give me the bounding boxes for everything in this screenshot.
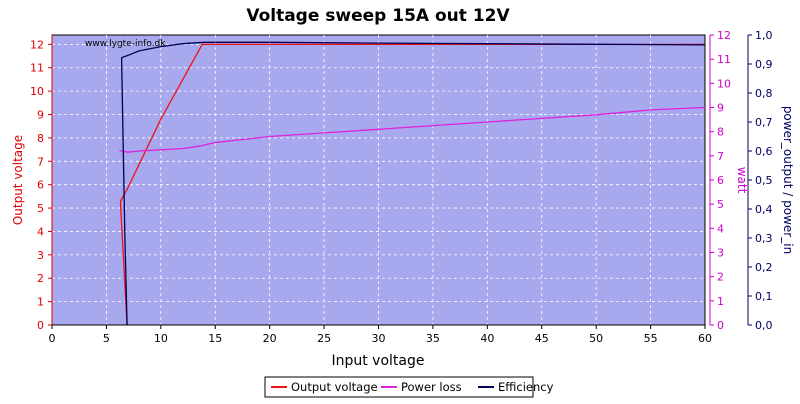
- right2-tick-label: 0,9: [755, 58, 773, 71]
- x-tick-label: 15: [208, 332, 222, 345]
- right-tick-label: 10: [717, 77, 731, 90]
- x-tick-label: 35: [426, 332, 440, 345]
- x-tick-label: 25: [317, 332, 331, 345]
- legend-label: Efficiency: [498, 380, 554, 394]
- x-axis-title: Input voltage: [331, 353, 424, 369]
- left-tick-label: 12: [30, 38, 44, 51]
- right-tick-label: 2: [717, 271, 724, 284]
- right2-tick-label: 1,0: [755, 29, 773, 42]
- x-tick-label: 10: [154, 332, 168, 345]
- x-tick-label: 20: [263, 332, 277, 345]
- x-tick-label: 50: [589, 332, 603, 345]
- left-tick-label: 10: [30, 85, 44, 98]
- right2-tick-label: 0,4: [755, 203, 773, 216]
- left-tick-label: 11: [30, 62, 44, 75]
- right-tick-label: 11: [717, 53, 731, 66]
- chart-title: Voltage sweep 15A out 12V: [246, 6, 510, 26]
- right2-tick-label: 0,2: [755, 261, 773, 274]
- series-layer: [119, 41, 706, 326]
- right2-tick-label: 0,1: [755, 290, 773, 303]
- left-tick-label: 1: [37, 296, 44, 309]
- right2-axis-title: power_output / power_in: [781, 106, 795, 254]
- x-tick-label: 0: [49, 332, 56, 345]
- right-tick-label: 6: [717, 174, 724, 187]
- left-axis-title: Output voltage: [11, 135, 25, 225]
- right2-tick-label: 0,3: [755, 232, 773, 245]
- right-tick-label: 7: [717, 150, 724, 163]
- x-tick-label: 45: [535, 332, 549, 345]
- right2-tick-label: 0,7: [755, 116, 773, 129]
- left-tick-label: 8: [37, 132, 44, 145]
- right-tick-label: 3: [717, 247, 724, 260]
- left-tick-label: 4: [37, 225, 44, 238]
- legend: Output voltage Power loss Efficiency: [264, 376, 554, 398]
- axes: 0 5 10 15 20 25 30 35 40 45 50 55 600123456789101112…: [11, 29, 795, 345]
- right-tick-label: 4: [717, 222, 724, 235]
- right-tick-label: 8: [717, 126, 724, 139]
- right2-tick-label: 0,8: [755, 87, 773, 100]
- right-tick-label: 12: [717, 29, 731, 42]
- left-tick-label: 5: [37, 202, 44, 215]
- right2-tick-label: 0,6: [755, 145, 773, 158]
- x-tick-label: 5: [103, 332, 110, 345]
- right-tick-label: 5: [717, 198, 724, 211]
- watermark: www.lygte-info.dk: [85, 39, 166, 49]
- legend-box: [264, 376, 534, 398]
- series-line-3: [121, 41, 706, 326]
- right-axis-title: watt: [735, 167, 749, 194]
- x-tick-label: 30: [372, 332, 386, 345]
- left-tick-label: 9: [37, 109, 44, 122]
- right2-tick-label: 0,0: [755, 319, 773, 332]
- right-tick-label: 9: [717, 102, 724, 115]
- left-tick-label: 0: [37, 319, 44, 332]
- right2-tick-label: 0,5: [755, 174, 773, 187]
- left-tick-label: 3: [37, 249, 44, 262]
- legend-label: Output voltage: [291, 380, 378, 394]
- grid-lines: [52, 35, 705, 325]
- left-tick-label: 7: [37, 155, 44, 168]
- left-tick-label: 6: [37, 179, 44, 192]
- right-tick-label: 1: [717, 295, 724, 308]
- x-tick-label: 60: [698, 332, 712, 345]
- right-tick-label: 0: [717, 319, 724, 332]
- legend-label: Power loss: [401, 380, 462, 394]
- series-line-2: [119, 106, 706, 153]
- x-tick-label: 40: [480, 332, 494, 345]
- left-tick-label: 2: [37, 272, 44, 285]
- x-tick-label: 55: [644, 332, 658, 345]
